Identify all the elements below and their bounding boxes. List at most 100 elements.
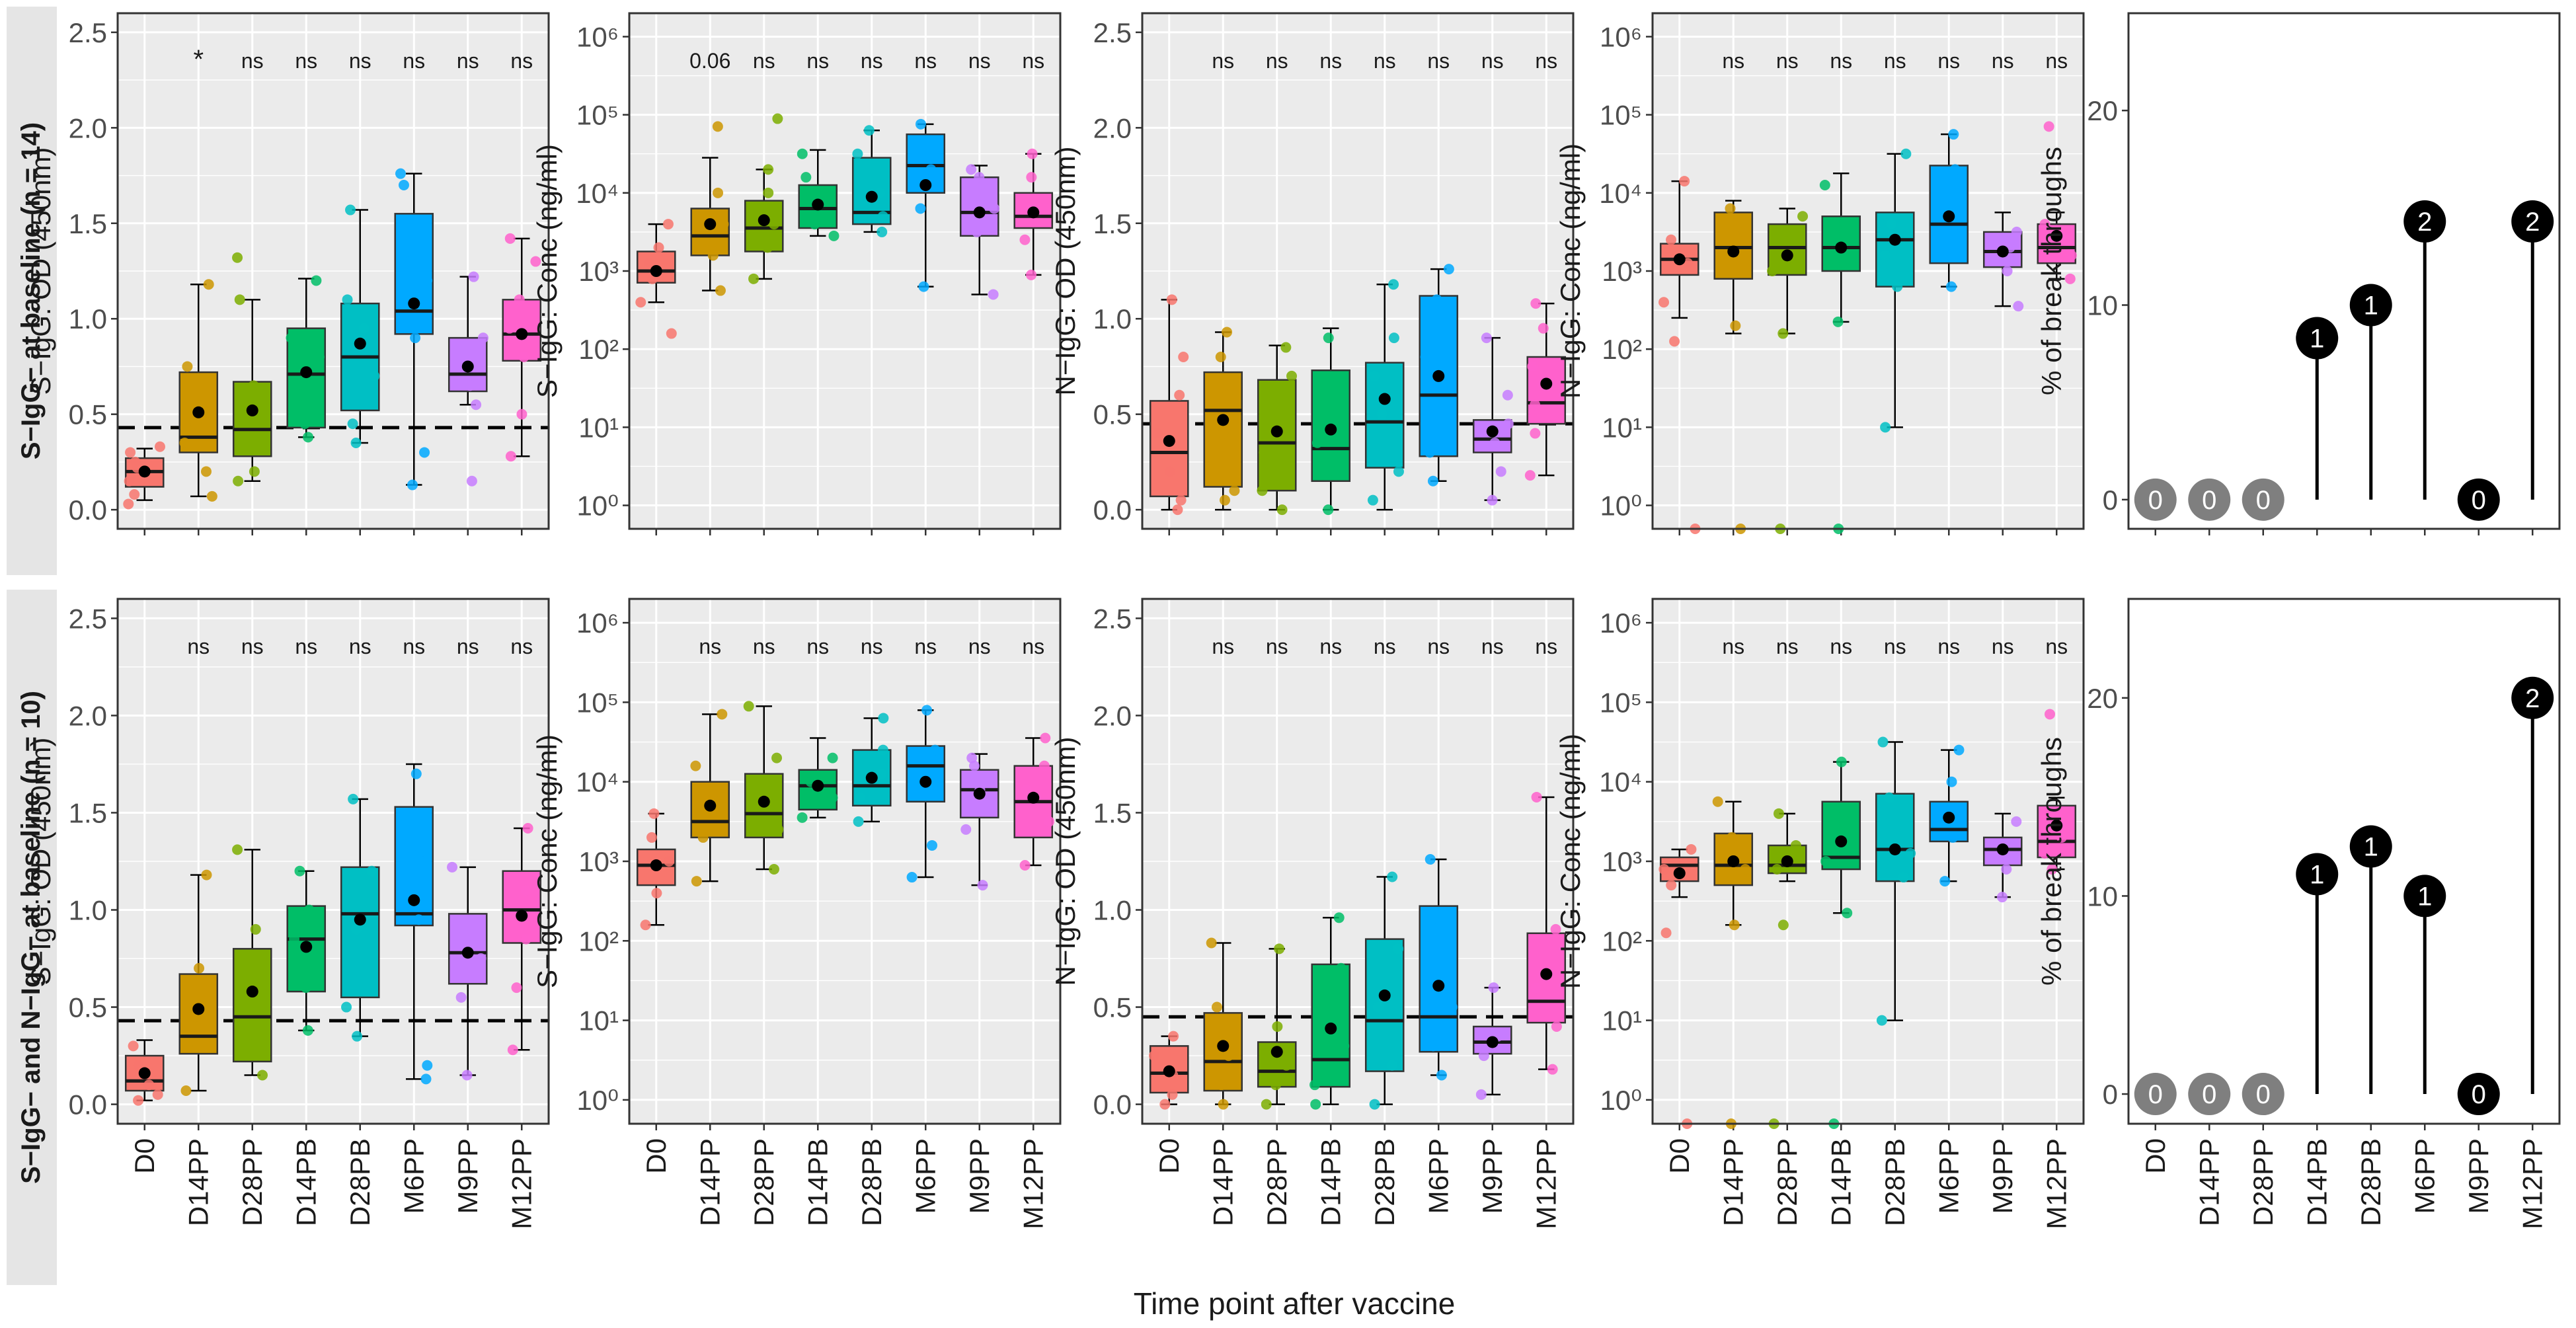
data-point bbox=[204, 389, 215, 401]
sig-label: ns bbox=[1319, 635, 1342, 658]
data-point bbox=[466, 475, 477, 487]
sig-label: 0.06 bbox=[689, 49, 730, 73]
data-point bbox=[401, 247, 412, 258]
y-tick-label: 1.0 bbox=[69, 895, 107, 926]
data-point bbox=[1686, 843, 1697, 855]
data-point bbox=[182, 361, 193, 372]
data-point bbox=[514, 294, 525, 305]
data-point bbox=[1216, 1079, 1227, 1091]
data-point bbox=[154, 441, 165, 452]
data-point bbox=[1206, 937, 1217, 949]
data-point bbox=[1777, 328, 1789, 339]
data-point bbox=[447, 861, 458, 873]
data-point bbox=[1178, 352, 1189, 362]
data-point bbox=[2056, 832, 2067, 843]
data-point bbox=[410, 768, 422, 779]
data-point bbox=[242, 1031, 253, 1042]
sig-label: ns bbox=[1022, 49, 1044, 73]
y-tick-label: 10¹ bbox=[578, 412, 619, 443]
panel-border bbox=[1141, 12, 1575, 530]
sig-label: ns bbox=[753, 635, 775, 658]
row-strip-1 bbox=[7, 590, 57, 1285]
mean-point bbox=[1378, 393, 1391, 405]
sig-label: ns bbox=[2045, 49, 2068, 73]
sig-label: ns bbox=[1992, 635, 2014, 658]
mean-point bbox=[354, 337, 366, 350]
data-point bbox=[713, 187, 724, 198]
mean-point bbox=[1217, 1040, 1229, 1052]
data-point bbox=[717, 709, 728, 720]
x-tick-label: D14PB bbox=[802, 1138, 833, 1226]
y-tick-label: 1.0 bbox=[1093, 303, 1132, 334]
y-tick-label: 2.5 bbox=[69, 17, 107, 48]
data-point bbox=[1323, 504, 1334, 516]
data-point bbox=[651, 888, 662, 899]
data-point bbox=[422, 1060, 433, 1071]
data-point bbox=[921, 705, 933, 716]
x-tick-label: D14PB bbox=[1825, 1138, 1856, 1226]
y-tick-label: 0.0 bbox=[69, 494, 107, 526]
x-tick-label: M12PP bbox=[2041, 1138, 2072, 1230]
data-point bbox=[350, 438, 362, 448]
data-point bbox=[1538, 323, 1549, 334]
data-point bbox=[1790, 840, 1801, 851]
data-point bbox=[1019, 234, 1031, 245]
panel-border bbox=[1141, 598, 1575, 1125]
data-point bbox=[915, 203, 926, 214]
data-point bbox=[1939, 876, 1951, 887]
data-point bbox=[1167, 1089, 1178, 1100]
mean-point bbox=[1486, 425, 1499, 438]
sig-label: ns bbox=[1722, 49, 1744, 73]
y-tick-label: 1.5 bbox=[1093, 797, 1132, 828]
data-point bbox=[179, 438, 190, 448]
data-point bbox=[768, 864, 779, 875]
data-point bbox=[1767, 266, 1778, 276]
y-axis-title: S−IgG: Conc (ng/ml) bbox=[531, 144, 563, 398]
mean-point bbox=[192, 406, 205, 418]
data-point bbox=[1446, 1001, 1458, 1013]
data-point bbox=[243, 438, 254, 448]
data-point bbox=[1222, 327, 1233, 338]
data-point bbox=[299, 418, 311, 430]
data-point bbox=[358, 323, 370, 334]
data-point bbox=[906, 872, 917, 883]
data-point bbox=[2039, 219, 2050, 230]
y-tick-label: 2.0 bbox=[1093, 700, 1132, 731]
sig-label: ns bbox=[403, 635, 425, 658]
data-point bbox=[1931, 242, 1942, 253]
mean-point bbox=[1996, 843, 2009, 855]
data-point bbox=[248, 380, 259, 391]
data-point bbox=[635, 297, 646, 308]
y-tick-label: 10⁰ bbox=[1600, 1085, 1642, 1116]
x-tick-label: M12PP bbox=[1017, 1138, 1048, 1230]
data-point bbox=[203, 279, 214, 290]
data-point bbox=[352, 1031, 363, 1042]
data-point bbox=[2013, 301, 2024, 312]
data-point bbox=[697, 832, 709, 843]
sig-label: ns bbox=[457, 49, 479, 73]
box-M6PP bbox=[394, 213, 434, 335]
panel-border bbox=[116, 12, 550, 530]
lollipop-head bbox=[2457, 1073, 2500, 1116]
y-axis-title: % of break throughs bbox=[2036, 147, 2067, 395]
mean-point bbox=[1432, 370, 1445, 382]
data-point bbox=[974, 172, 985, 183]
data-point bbox=[1270, 1079, 1281, 1091]
data-point bbox=[1323, 332, 1334, 344]
y-tick-label: 10³ bbox=[1602, 846, 1642, 877]
data-point bbox=[461, 1070, 473, 1081]
y-tick-label: 10³ bbox=[578, 256, 619, 287]
data-point bbox=[516, 409, 527, 420]
y-tick-label: 10³ bbox=[1602, 256, 1642, 287]
data-point bbox=[988, 289, 999, 300]
data-point bbox=[468, 352, 479, 362]
data-point bbox=[1393, 466, 1404, 477]
data-point bbox=[1427, 475, 1438, 487]
data-point bbox=[2064, 273, 2076, 284]
data-point bbox=[852, 148, 863, 159]
data-point bbox=[1315, 389, 1327, 401]
data-point bbox=[152, 1089, 163, 1100]
sig-label: ns bbox=[1319, 49, 1342, 73]
box-D14PP bbox=[690, 208, 730, 256]
sig-label: ns bbox=[1830, 635, 1852, 658]
